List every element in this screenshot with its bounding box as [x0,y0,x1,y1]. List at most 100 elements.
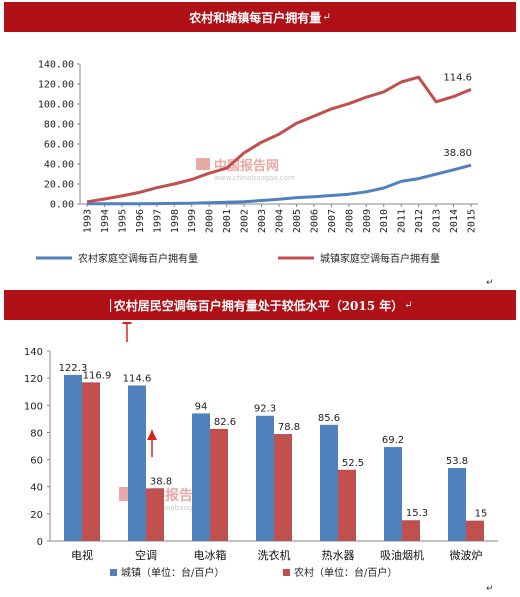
legend-label: 城镇家庭空调每百户拥有量 [320,252,440,265]
line-chart: CIR 中国报告网 www.chinabaogao.com 0.00 20.00 4… [36,60,478,265]
bar-value-label: 94 [195,401,208,412]
bar-value-label: 116.9 [83,370,112,381]
legend-label: 农村家庭空调每百户拥有量 [78,252,198,265]
y-tick-label: 20 [30,510,43,521]
x-tick-label: 2005 [292,209,303,233]
x-tick-label: 2006 [309,209,320,233]
bar-value-label: 52.5 [342,458,364,469]
chart2-title: 农村居民空调每百户拥有量处于较低水平（2015 年） [113,298,404,313]
bar [210,428,228,541]
x-tick-label: 2008 [344,209,355,233]
x-tick-label: 2011 [397,209,408,233]
bar-chart-legend: 城镇（单位：台/百户） 农村（单位：台/百户） [110,566,397,579]
bar-value-label: 15 [475,509,488,520]
line-chart-watermark: CIR 中国报告网 www.chinabaogao.com [196,158,295,182]
x-tick-label: 2013 [432,209,443,233]
category-label: 热水器 [322,549,355,562]
bar [82,382,100,541]
y-tick-label: 140.00 [38,60,74,71]
bar [192,413,210,541]
x-tick-label: 1998 [170,209,181,233]
bar [338,469,356,541]
return-mark: ↵ [404,299,413,311]
y-tick-label: 20.00 [44,180,74,191]
chart2-title-banner: | 农村居民空调每百户拥有量处于较低水平（2015 年） ↵ [4,290,516,320]
x-tick-label: 2012 [414,209,425,233]
x-tick-label: 1999 [187,209,198,233]
x-tick-label: 2001 [222,209,233,233]
category-label: 吸油烟机 [380,548,424,562]
y-tick-label: 80 [30,428,43,439]
bar-chart-axes: 0 20 40 60 80 100 120 140 电视 空调 电冰箱 洗衣机 热水器 吸油烟机 微波炉 [24,347,498,562]
bar [256,415,274,541]
x-tick-label: 2004 [275,209,286,233]
x-tick-label: 1994 [100,209,111,233]
y-tick-label: 60 [30,456,43,467]
annotation-arrows [122,322,157,457]
x-tick-label: 2009 [362,209,373,233]
return-mark: ↵ [322,11,331,23]
x-tick-label: 2003 [257,209,268,233]
bar [448,467,466,541]
bar [64,375,82,541]
return-mark: ↵ [486,584,494,594]
x-tick-label: 2002 [240,209,251,233]
bar-chart-bars [64,375,484,541]
watermark-en: www.chinabaogao.com [214,174,295,182]
bar-value-label: 15.3 [406,508,428,519]
legend-label: 城镇（单位：台/百户） [121,566,224,579]
y-tick-label: 40.00 [44,160,74,171]
bar [384,447,402,541]
bar-chart: CIR 中国报告网 www.chinabaogao.com 0204060801… [24,322,498,579]
bar-value-label: 122.3 [59,363,88,374]
legend-swatch [283,569,290,576]
chart1-title: 农村和城镇每百户拥有量 [189,10,322,25]
chart1-title-banner: 农村和城镇每百户拥有量 ↵ [4,2,516,32]
x-tick-label: 2007 [327,209,338,233]
x-tick-label: 1993 [83,209,94,233]
line-chart-series: 38.80 114.6 [86,72,472,206]
annotation-arrow-head [122,322,132,324]
bar-value-label: 69.2 [382,435,404,446]
x-tick-label: 1995 [117,209,128,233]
watermark-cn: 中国报告网 [214,158,279,174]
bar-value-label: 78.8 [278,422,300,433]
series-line [86,75,472,204]
legend-label: 农村（单位：台/百户） [294,566,397,579]
x-tick-label: 2015 [467,209,478,233]
category-label: 空调 [135,548,157,562]
text-cursor: | [108,297,113,313]
y-tick-label: 0 [37,537,43,548]
line-chart-axes: 0.00 20.00 40.00 60.00 80.00 100.00 120.00 140.… [38,60,478,233]
bar [146,488,164,541]
watermark-en: www.chinabaogao.com [137,504,218,512]
x-tick-label: 1997 [152,209,163,233]
bar [128,385,146,541]
y-tick-label: 120.00 [38,80,74,91]
category-label: 微波炉 [450,548,483,562]
legend-swatch [110,569,117,576]
watermark-logo-block [196,158,210,170]
line-chart-legend: 农村家庭空调每百户拥有量 城镇家庭空调每百户拥有量 [36,252,440,265]
y-tick-label: 40 [30,483,43,494]
y-tick-label: 140 [24,347,43,358]
bar-value-label: 85.6 [318,413,340,424]
y-tick-label: 100.00 [38,100,74,111]
x-tick-label: 2010 [379,209,390,233]
series-end-label: 114.6 [443,72,472,83]
bar-value-label: 38.8 [150,476,172,487]
bar [466,520,484,541]
bar-value-label: 114.6 [123,373,152,384]
series-end-label: 38.80 [443,148,472,159]
x-tick-label: 1996 [135,209,146,233]
return-mark: ↵ [486,278,494,288]
y-tick-label: 60.00 [44,140,74,151]
bar-value-label: 82.6 [214,417,236,428]
category-label: 电视 [71,548,93,562]
bar [320,424,338,541]
y-tick-label: 80.00 [44,120,74,131]
bar-value-label: 92.3 [254,404,276,415]
y-tick-label: 0.00 [50,200,74,211]
y-tick-label: 120 [24,374,43,385]
